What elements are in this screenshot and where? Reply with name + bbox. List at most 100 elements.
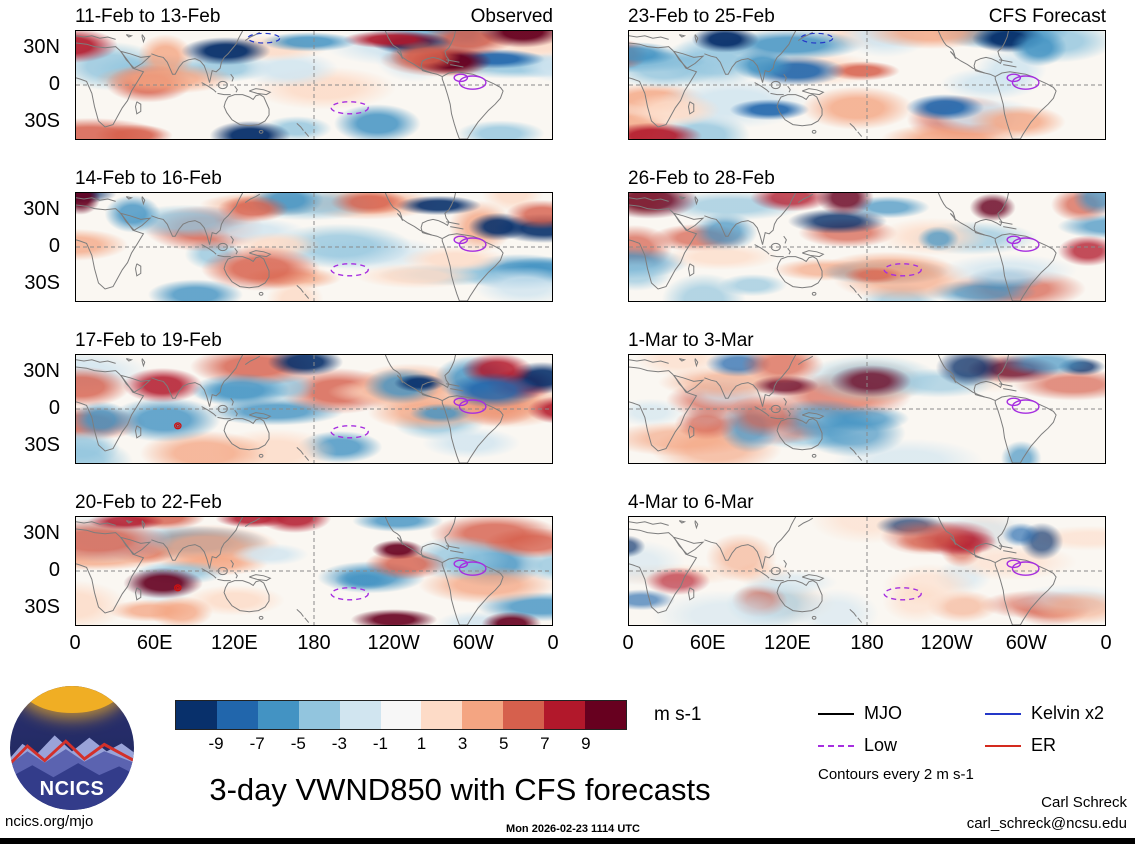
panel-3-forecast: 1-Mar to 3-Mar (628, 328, 1106, 464)
colorbar-tick-label: 1 (416, 734, 427, 753)
kelvin-contour (248, 33, 280, 43)
low-contour (454, 398, 467, 405)
legend-label: ER (1031, 735, 1057, 755)
contour-interval-note: Contours every 2 m s-1 (818, 766, 974, 783)
coastlines (629, 193, 1056, 301)
x-axis-tick: 0 (547, 632, 559, 654)
coastlines (629, 355, 1056, 463)
colorbar-tick-label: 7 (540, 734, 550, 753)
panel-header: 23-Feb to 25-Feb CFS Forecast (628, 4, 1106, 30)
panel-title: 4-Mar to 6-Mar (628, 492, 754, 513)
footer-url: ncics.org/mjo (5, 813, 94, 830)
x-axis-tick: 60E (136, 632, 173, 654)
anomaly-map (75, 516, 553, 626)
colorbar-tick-label: -1 (372, 734, 389, 753)
er-contour (176, 424, 179, 427)
panel-title: 17-Feb to 19-Feb (75, 330, 222, 351)
x-axis-tick: 180 (850, 632, 884, 654)
y-axis-tick: 30N (23, 198, 60, 220)
map-overlay (76, 193, 552, 301)
low-contour (459, 76, 485, 89)
map-overlay (76, 517, 552, 625)
map-overlay (76, 31, 552, 139)
credit-email: carl_schreck@ncsu.edu (966, 815, 1127, 832)
figure-title: 3-day VWND850 with CFS forecasts (209, 772, 711, 807)
y-axis-tick: 30N (23, 522, 60, 544)
colorbar-segment (216, 701, 258, 729)
panel-title: 1-Mar to 3-Mar (628, 330, 754, 351)
colorbar-segment (503, 701, 545, 729)
anomaly-map (628, 192, 1106, 302)
panel-title: 14-Feb to 16-Feb (75, 168, 222, 189)
y-axis-tick: 30N (23, 360, 60, 382)
colorbar-units-label: m s-1 (654, 704, 702, 725)
y-axis-tick: 30N (23, 36, 60, 58)
red-ridge-line (10, 739, 134, 766)
panel-title: 26-Feb to 28-Feb (628, 168, 775, 189)
footer-timestamp: Mon 2026-02-23 1114 UTC (506, 823, 640, 835)
low-contour-dashed (884, 264, 921, 276)
er-contour (176, 586, 179, 589)
map-overlay (629, 193, 1105, 301)
x-axis-tick: 0 (1100, 632, 1112, 654)
colorbar-segment (462, 701, 504, 729)
y-axis-tick: 0 (48, 235, 60, 257)
y-axis-tick: 0 (48, 559, 60, 581)
panel-header: 17-Feb to 19-Feb (75, 328, 553, 354)
colorbar-tick-label: 5 (498, 734, 509, 753)
colorbar-tick-label: -5 (290, 734, 306, 753)
panel-2-observed: 14-Feb to 16-Feb (75, 166, 553, 302)
x-axis-tick: 120E (210, 632, 258, 654)
colorbar-segment (257, 701, 299, 729)
map-overlay (76, 355, 552, 463)
credit-name: Carl Schreck (1041, 794, 1127, 811)
x-axis-tick: 180 (297, 632, 331, 654)
panel-header: 20-Feb to 22-Feb (75, 490, 553, 516)
colorbar-segment (585, 701, 626, 729)
low-contour (1012, 238, 1038, 251)
low-contour (454, 236, 467, 243)
coastlines (76, 31, 503, 139)
y-axis-tick: 30S (24, 272, 60, 294)
colorbar-segment (421, 701, 463, 729)
low-contour (1007, 74, 1020, 81)
colorbar (175, 700, 627, 730)
x-axis-tick: 60W (1005, 632, 1047, 654)
legend-label: Low (864, 735, 898, 755)
map-overlay (629, 355, 1105, 463)
low-contour (459, 562, 485, 575)
y-axis-tick: 30S (24, 110, 60, 132)
legend-item-mjo: MJO (818, 703, 902, 724)
coastlines (76, 517, 503, 625)
er-contour (175, 423, 181, 429)
colorbar-tick-label: 3 (457, 734, 468, 753)
low-contour-dashed (331, 588, 368, 600)
legend-item-low: Low (818, 735, 897, 756)
anomaly-map (628, 30, 1106, 140)
colorbar-segment (176, 701, 217, 729)
panel-4-observed: 20-Feb to 22-Feb (75, 490, 553, 626)
low-contour (459, 400, 485, 413)
legend-line (985, 712, 1021, 715)
low-contour (454, 560, 467, 567)
legend-label: Kelvin x2 (1031, 703, 1105, 723)
x-axis-tick: 120E (763, 632, 811, 654)
x-axis-tick: 60W (452, 632, 494, 654)
y-axis-tick: 0 (48, 73, 60, 95)
logo-text: NCICS (39, 778, 105, 800)
anomaly-map (75, 192, 553, 302)
panel-4-forecast: 4-Mar to 6-Mar (628, 490, 1106, 626)
panel-title: 23-Feb to 25-Feb (628, 6, 775, 27)
coastlines (76, 193, 503, 301)
mountain-front (10, 763, 134, 810)
ncics-logo: NCICS (10, 686, 134, 810)
map-overlay (629, 31, 1105, 139)
legend-item-er: ER (985, 735, 1056, 756)
low-contour (1012, 400, 1038, 413)
panel-header: 4-Mar to 6-Mar (628, 490, 1106, 516)
anomaly-map (75, 354, 553, 464)
x-axis-tick: 60E (689, 632, 726, 654)
anomaly-map (628, 516, 1106, 626)
coastlines (76, 355, 503, 463)
